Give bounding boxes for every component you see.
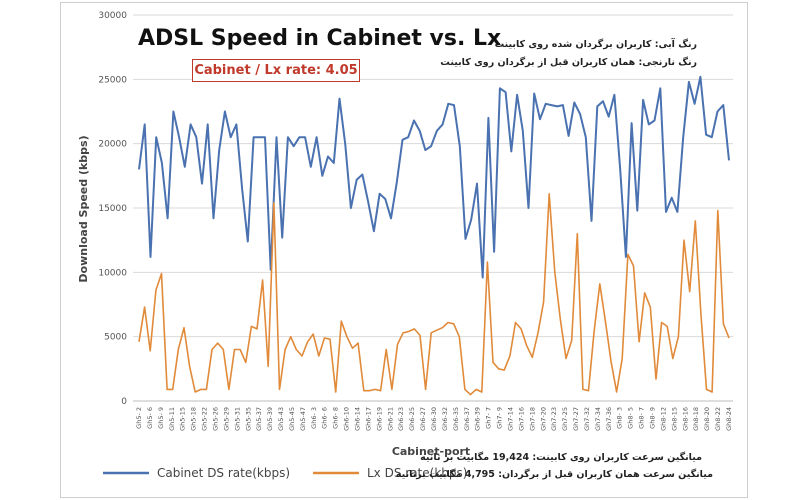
x-tick-label: Gh7-27 [572, 407, 580, 431]
x-tick-label: Gh5-22 [201, 407, 209, 431]
x-tick-label: Gh6-19 [375, 407, 383, 431]
series-lines [138, 75, 730, 396]
x-tick-label: Gh5-15 [179, 407, 187, 431]
x-axis-label: Cabinet-port [392, 445, 470, 458]
x-tick-label: Gh8-18 [692, 407, 700, 431]
x-tick-label: Gh7-32 [583, 407, 591, 431]
x-tick-label: Gh7-18 [528, 407, 536, 431]
y-tick-label: 30000 [98, 11, 127, 21]
y-axis-ticks: 0 5000 10000 15000 20000 25000 30000 [98, 11, 127, 407]
x-tick-label: Gh6-14 [354, 407, 362, 431]
x-tick-label: Gh8- 3 [616, 407, 624, 429]
y-axis-label: Download Speed (kbps) [77, 135, 90, 282]
x-tick-label: Gh7-36 [605, 407, 613, 431]
x-tick-label: Gh5-35 [244, 407, 252, 431]
x-tick-label: Gh5-43 [277, 407, 285, 431]
x-tick-label: Gh8- 5 [627, 407, 635, 429]
annotation-top-2: رنگ نارنجی: همان کاربران قبل از برگردان … [440, 56, 697, 68]
x-tick-label: Gh5-18 [190, 407, 198, 431]
x-tick-label: Gh6-21 [386, 407, 394, 431]
x-tick-label: Gh6-37 [463, 407, 471, 431]
x-tick-label: Gh7-16 [517, 407, 525, 431]
x-tick-label: Gh6-30 [430, 407, 438, 431]
rate-label-box: Cabinet / Lx rate: 4.05 [192, 59, 360, 82]
x-tick-label: Gh6-39 [474, 407, 482, 431]
x-tick-label: Gh5-37 [255, 407, 263, 431]
x-tick-label: Gh6-35 [452, 407, 460, 431]
x-tick-label: Gh5-47 [299, 407, 307, 431]
x-tick-label: Gh8-16 [681, 407, 689, 431]
x-tick-label: Gh6- 6 [321, 407, 329, 429]
chart-frame: 0 5000 10000 15000 20000 25000 30000 Gh5- 2 Gh5… [60, 2, 748, 498]
x-tick-label: Gh5-31 [233, 407, 241, 431]
x-tick-label: Gh5- 6 [146, 407, 154, 429]
x-tick-label: Gh7-34 [594, 407, 602, 431]
y-tick-label: 15000 [98, 204, 127, 214]
annotation-bottom-2: میانگین سرعت همان کاربران قبل از برگردان… [396, 468, 713, 480]
x-tick-label: Gh5-45 [288, 407, 296, 431]
x-tick-label: Gh5-39 [266, 407, 274, 431]
x-tick-label: Gh8-24 [725, 407, 733, 431]
legend-label-lx: Lx DS rate(kbps) [367, 466, 467, 480]
y-tick-label: 10000 [98, 268, 127, 278]
y-tick-label: 20000 [98, 140, 127, 150]
x-tick-label: Gh6-10 [343, 407, 351, 431]
x-tick-label: Gh5- 2 [135, 407, 143, 429]
x-tick-label: Gh6-27 [419, 407, 427, 431]
x-tick-label: Gh5- 9 [157, 407, 165, 429]
annotation-top-1: رنگ آبی: کاربران برگردان شده روی کابینت [495, 37, 697, 50]
x-tick-label: Gh6-17 [364, 407, 372, 431]
x-tick-label: Gh5-11 [168, 407, 176, 431]
x-tick-label: Gh7-20 [539, 407, 547, 431]
series-line-lx [138, 193, 730, 396]
x-tick-label: Gh8-15 [670, 407, 678, 431]
x-tick-label: Gh5-26 [211, 407, 219, 431]
x-tick-label: Gh7-14 [506, 407, 514, 431]
x-tick-label: Gh7-25 [561, 407, 569, 431]
x-tick-label: Gh6- 3 [310, 407, 318, 429]
x-tick-label: Gh8- 7 [638, 407, 646, 429]
chart-title: ADSL Speed in Cabinet vs. Lx [138, 26, 501, 51]
y-tick-label: 0 [121, 397, 127, 407]
x-tick-label: Gh6-23 [397, 407, 405, 431]
x-tick-label: Gh5-29 [222, 407, 230, 431]
annotation-bottom-1: میانگین سرعت کاربران روی کابینت: 19,424 … [420, 451, 702, 463]
y-tick-label: 5000 [104, 333, 127, 343]
x-tick-label: Gh7-23 [550, 407, 558, 431]
x-tick-label: Gh6- 8 [332, 407, 340, 429]
x-tick-label: Gh8-22 [714, 407, 722, 431]
x-tick-label: Gh7- 7 [485, 407, 493, 429]
x-tick-label: Gh7- 9 [496, 407, 504, 429]
x-axis-ticks: Gh5- 2 Gh5- 6 Gh5- 9 Gh5-11 Gh5-15 Gh5-18 Gh5-… [135, 407, 733, 431]
series-line-cabinet [138, 75, 730, 279]
x-tick-label: Gh6-25 [408, 407, 416, 431]
x-tick-label: Gh8-20 [703, 407, 711, 431]
x-tick-label: Gh6-32 [441, 407, 449, 431]
x-tick-label: Gh8- 9 [649, 407, 657, 429]
x-tick-label: Gh8-12 [659, 407, 667, 431]
legend-label-cabinet: Cabinet DS rate(kbps) [157, 466, 290, 480]
y-tick-label: 25000 [98, 75, 127, 85]
